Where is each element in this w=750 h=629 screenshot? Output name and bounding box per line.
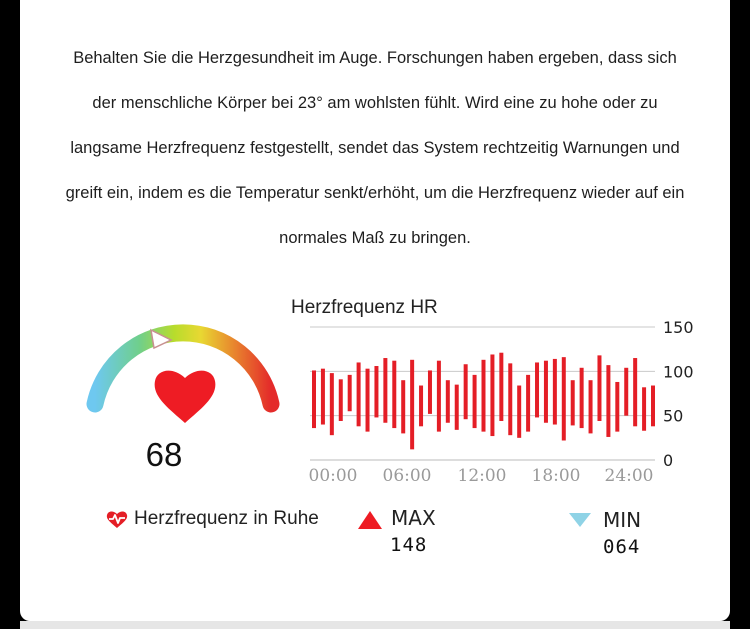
gauge-pointer-icon <box>150 328 173 350</box>
hr-bar <box>427 370 432 414</box>
hr-bar <box>454 384 459 430</box>
chart-title: Herzfrequenz HR <box>291 297 438 318</box>
max-label: MAX <box>391 506 436 530</box>
hr-bar <box>365 368 370 432</box>
legend-resting-label: Herzfrequenz in Ruhe <box>134 508 319 529</box>
y-tick-label: 50 <box>663 407 683 426</box>
bottom-strip <box>20 621 730 629</box>
description-line: greift ein, indem es die Temperatur senk… <box>65 184 685 202</box>
x-tick-label: 12:00 <box>458 466 507 486</box>
x-tick-label: 06:00 <box>383 466 432 486</box>
hr-bar <box>588 380 593 434</box>
hr-bar <box>570 380 575 426</box>
hr-bar <box>651 385 655 427</box>
heart-rate-gauge <box>86 324 280 423</box>
hr-bar <box>410 359 415 450</box>
hr-bar <box>633 358 638 427</box>
hr-bar <box>463 364 468 420</box>
description-line: der menschliche Körper bei 23° am wohlst… <box>92 94 658 112</box>
hr-bar <box>490 354 495 437</box>
hr-bar <box>392 360 397 429</box>
hr-bar <box>526 374 531 432</box>
y-tick-label: 150 <box>663 318 694 337</box>
description-line: normales Maß zu bringen. <box>279 229 471 247</box>
hr-bar <box>436 360 441 432</box>
hr-bar <box>552 358 557 425</box>
gauge-arc <box>86 324 280 413</box>
min-label: MIN <box>603 508 642 532</box>
max-value: 148 <box>390 534 428 556</box>
heart-rate-value: 68 <box>145 436 183 473</box>
hr-bar <box>499 352 504 421</box>
hr-bar <box>445 380 450 423</box>
hr-bar <box>517 385 522 438</box>
y-tick-label: 0 <box>663 451 673 470</box>
hr-bar <box>579 367 584 429</box>
hr-bar <box>374 366 379 418</box>
legend-resting-heart-rate: Herzfrequenz in Ruhe <box>106 506 319 532</box>
triangle-down-icon <box>569 513 591 527</box>
triangle-up-icon <box>358 511 382 529</box>
hr-bar <box>508 363 513 436</box>
x-tick-label: 00:00 <box>309 466 358 486</box>
hr-bar <box>597 355 602 421</box>
hr-bar <box>356 362 361 427</box>
hr-bar <box>481 359 486 432</box>
heart-pulse-icon <box>106 511 128 528</box>
heart-icon <box>154 370 216 423</box>
hr-bar <box>615 381 620 432</box>
description-line: langsame Herzfrequenz festgestellt, send… <box>70 139 680 157</box>
hr-bar <box>561 357 566 441</box>
hr-bar <box>624 367 629 416</box>
hr-bar <box>642 387 647 431</box>
hr-bar <box>320 368 325 425</box>
min-value: 064 <box>603 536 641 558</box>
description-line: Behalten Sie die Herzgesundheit im Auge.… <box>73 49 677 67</box>
y-tick-label: 100 <box>663 362 694 381</box>
hr-bar <box>606 365 611 437</box>
hr-bar <box>401 380 406 434</box>
hr-bar <box>543 360 548 423</box>
hr-bar <box>338 379 343 421</box>
hr-bar <box>383 358 388 423</box>
heart-rate-chart: 0 50 100 150 00:00 06:00 12:00 18:00 24:00 <box>309 318 694 486</box>
hr-bar <box>535 362 540 418</box>
hr-bar <box>419 385 424 427</box>
hr-bar <box>329 373 334 436</box>
x-tick-label: 24:00 <box>605 466 654 486</box>
product-info-card: Behalten Sie die Herzgesundheit im Auge.… <box>20 0 730 621</box>
hr-bar <box>472 374 477 429</box>
x-tick-label: 18:00 <box>532 466 581 486</box>
hr-bar <box>347 374 352 412</box>
description-text: Behalten Sie die Herzgesundheit im Auge.… <box>20 36 730 261</box>
hr-bar <box>312 370 316 429</box>
